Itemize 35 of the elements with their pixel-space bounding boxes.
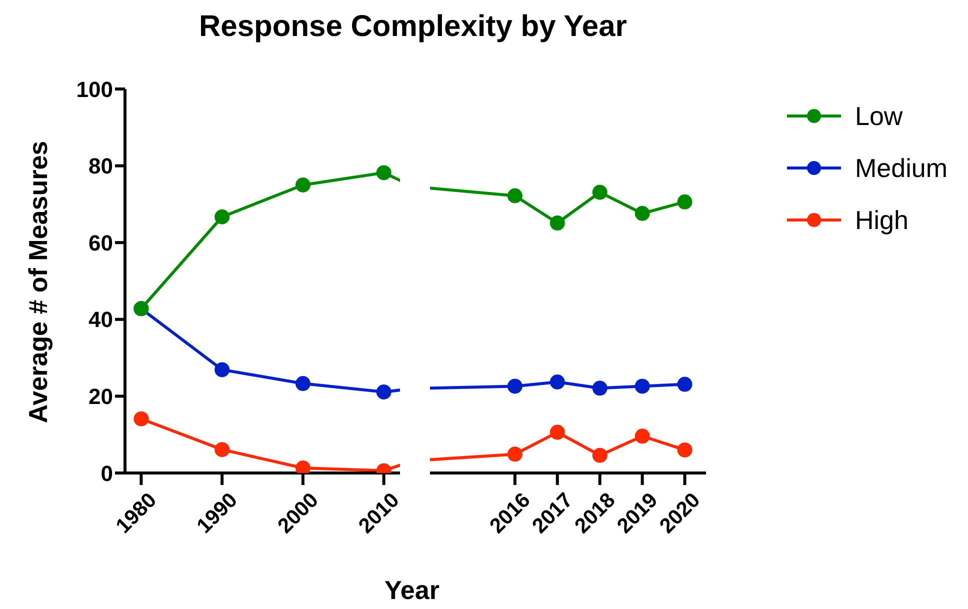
point <box>634 206 650 221</box>
y-tick-label: 0 <box>100 460 113 486</box>
point <box>592 380 608 396</box>
point <box>214 209 230 224</box>
legend-label: Low <box>855 100 903 132</box>
y-tick-label: 80 <box>88 154 113 179</box>
point <box>677 194 692 210</box>
point <box>214 362 230 378</box>
point <box>634 378 650 394</box>
point <box>550 374 565 390</box>
legend-label: High <box>855 204 908 236</box>
y-tick-label: 40 <box>88 307 113 332</box>
point <box>376 165 392 180</box>
point <box>507 188 522 204</box>
point <box>550 216 565 231</box>
y-axis-title: Average # of Measures <box>23 140 53 426</box>
point <box>507 446 522 462</box>
point <box>134 411 149 426</box>
point <box>376 384 392 400</box>
point <box>507 378 522 394</box>
point <box>592 184 608 200</box>
x-axis-title: Year <box>384 575 440 606</box>
point <box>295 376 310 392</box>
y-tick-label: 20 <box>88 384 113 410</box>
point <box>677 442 692 458</box>
y-tick-label: 100 <box>76 76 113 102</box>
legend-label: Medium <box>855 152 948 184</box>
point <box>295 178 310 192</box>
point <box>592 448 608 463</box>
point <box>550 424 565 440</box>
chart-title: Response Complexity by Year <box>198 10 628 44</box>
point <box>634 428 650 444</box>
point <box>677 376 692 392</box>
point <box>214 442 230 458</box>
y-tick-label: 60 <box>88 230 113 256</box>
